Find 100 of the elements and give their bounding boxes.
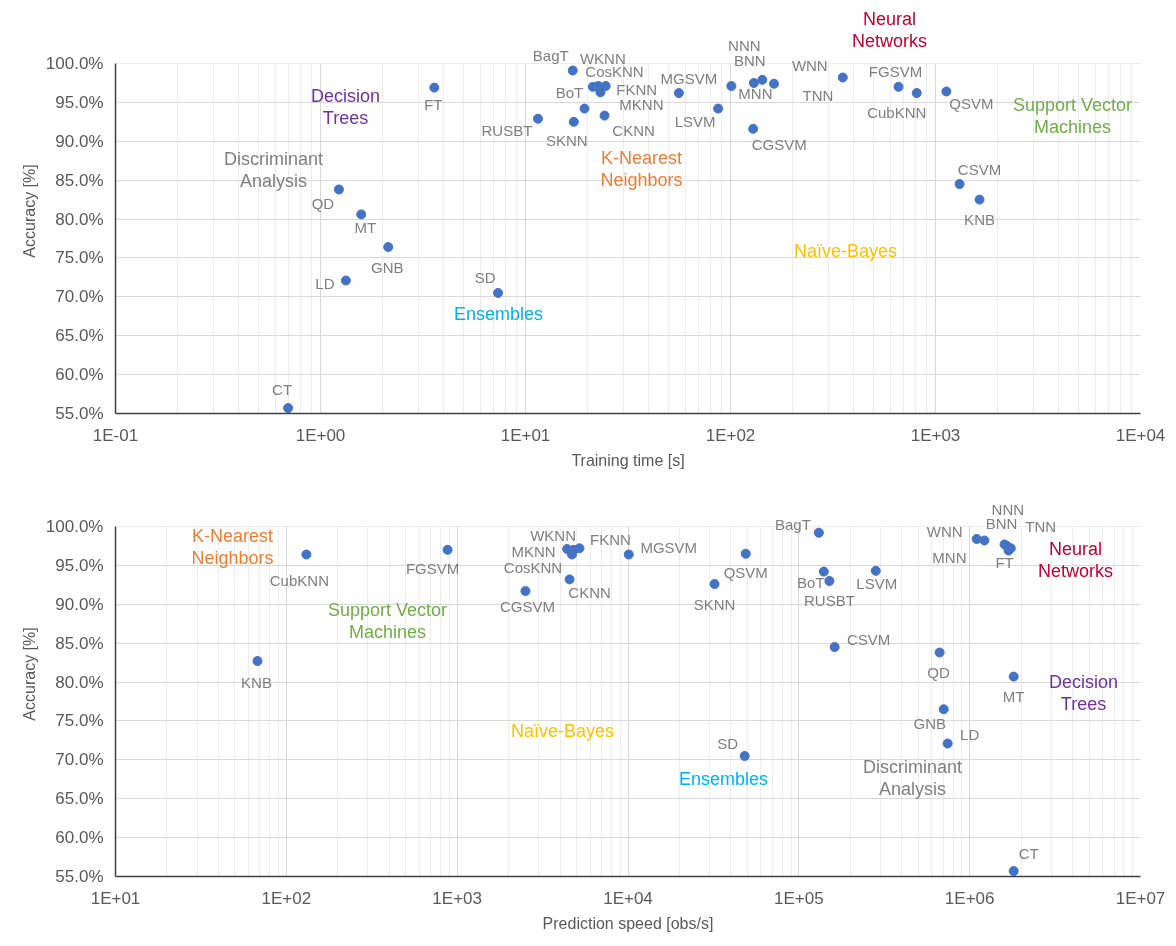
annotation: FKNN: [590, 530, 631, 548]
annotation: SD: [717, 735, 739, 753]
y-tick-label: 90.0%: [55, 594, 104, 614]
annotation: MNN: [738, 84, 773, 102]
x-tick-label: 1E+02: [261, 888, 312, 908]
annotation: BagT: [532, 47, 569, 64]
y-tick-label: 55.0%: [55, 867, 104, 886]
y-axis-title: Accuracy [%]: [20, 164, 38, 258]
annotation: RUSBT: [803, 592, 855, 610]
annotation: CGSVM: [751, 136, 807, 154]
annotation: CSVM: [957, 160, 1002, 178]
y-tick-label: 80.0%: [55, 672, 104, 692]
annotation: BoT: [555, 84, 584, 102]
y-tick-label: 60.0%: [55, 365, 104, 385]
annotation: CT: [1018, 844, 1039, 862]
annotation: MGSVM: [660, 69, 718, 87]
annotation: Naïve-Bayes: [793, 240, 898, 261]
x-axis-title: Training time [s]: [571, 451, 685, 469]
annotation: SKNN: [545, 132, 588, 150]
x-tick-label: 1E+00: [295, 425, 346, 445]
annotation: TNN: [802, 87, 834, 105]
annotation: Ensembles: [678, 768, 769, 789]
y-tick-label: 60.0%: [55, 828, 104, 848]
annotation: MKNN: [511, 543, 556, 561]
annotation: FGSVM: [868, 63, 923, 81]
annotation: GNB: [913, 714, 946, 732]
y-tick-label: 70.0%: [55, 287, 104, 307]
annotation: BoT: [797, 574, 825, 592]
annotation: Ensembles: [453, 303, 544, 324]
annotation: WKNN: [530, 526, 576, 544]
y-tick-label: 75.0%: [55, 711, 104, 731]
annotation: Discriminant Analysis: [862, 756, 963, 799]
annotation: SD: [474, 269, 496, 287]
annotation: CosKNN: [503, 559, 563, 576]
annotation: FT: [995, 554, 1014, 572]
y-tick-label: 55.0%: [55, 404, 104, 423]
annotation: GNB: [370, 258, 404, 276]
annotation: CT: [272, 380, 293, 398]
annotation: Neural Networks: [1037, 538, 1114, 581]
annotation: MT: [354, 218, 377, 236]
y-tick-label: 80.0%: [55, 209, 104, 229]
y-tick-label: 65.0%: [55, 789, 104, 809]
y-tick-label: 85.0%: [55, 170, 104, 190]
x-tick-label: 1E-01: [92, 425, 139, 445]
annotation: CSVM: [846, 630, 891, 648]
annotation: Decision Trees: [310, 85, 381, 128]
y-tick-label: 95.0%: [55, 555, 104, 575]
x-tick-label: 1E+02: [705, 425, 756, 445]
annotation: TNN: [1025, 517, 1057, 535]
x-tick-label: 1E+03: [432, 888, 482, 908]
annotation: Decision Trees: [1048, 671, 1119, 714]
annotation: MKNN: [619, 95, 664, 113]
annotation: BNN: [734, 52, 766, 70]
annotation: MT: [1002, 688, 1025, 706]
annotation: FKNN: [616, 80, 658, 98]
x-axis-title: Prediction speed [obs/s]: [542, 914, 714, 932]
annotation: RUSBT: [481, 122, 533, 140]
x-tick-label: 1E+06: [944, 888, 995, 908]
annotation: BagT: [774, 516, 811, 534]
annotation: LSVM: [674, 113, 716, 131]
annotation: MNN: [932, 549, 967, 566]
x-tick-label: 1E+03: [910, 425, 961, 445]
annotation: KNB: [241, 673, 272, 691]
y-axis-title: Accuracy [%]: [20, 627, 38, 721]
annotation: K-Nearest Neighbors: [600, 147, 683, 190]
annotation: QSVM: [949, 95, 994, 112]
x-tick-label: 1E+01: [500, 425, 551, 445]
y-tick-label: 65.0%: [55, 326, 104, 346]
x-tick-label: 1E+01: [90, 888, 141, 908]
annotation: CubKNN: [269, 572, 329, 589]
x-tick-label: 1E+05: [774, 888, 824, 908]
x-tick-label: 1E+07: [1115, 888, 1166, 908]
annotation: FT: [424, 96, 443, 114]
y-tick-label: 70.0%: [55, 750, 104, 770]
annotation: WKNN: [579, 50, 626, 68]
annotation: CKNN: [612, 122, 655, 140]
y-tick-label: 95.0%: [55, 92, 104, 112]
annotation: K-Nearest Neighbors: [191, 525, 274, 568]
annotation: NNN: [728, 37, 761, 55]
annotation: FGSVM: [405, 560, 460, 578]
x-tick-label: 1E+04: [603, 888, 653, 908]
text: Neural Networks: [851, 8, 928, 51]
y-tick-label: 75.0%: [55, 248, 104, 268]
y-tick-label: 85.0%: [55, 633, 104, 653]
annotation: Naïve-Bayes: [510, 720, 615, 741]
annotation: QD: [311, 195, 335, 212]
annotation: CKNN: [568, 583, 611, 601]
annotation: LSVM: [856, 575, 898, 593]
annotation: QD: [927, 664, 951, 681]
annotation: LD: [315, 275, 335, 292]
annotation: Support Vector Machines: [1012, 94, 1133, 137]
y-tick-label: 100.0%: [45, 54, 104, 73]
annotation: KNB: [964, 211, 995, 229]
y-tick-label: 90.0%: [55, 131, 104, 151]
x-tick-label: 1E+04: [1115, 425, 1166, 445]
annotation: WNN: [791, 57, 828, 74]
annotation: QSVM: [723, 564, 768, 582]
annotation: WNN: [926, 523, 963, 541]
annotation: SKNN: [693, 595, 736, 613]
y-tick-label: 100.0%: [45, 517, 104, 536]
